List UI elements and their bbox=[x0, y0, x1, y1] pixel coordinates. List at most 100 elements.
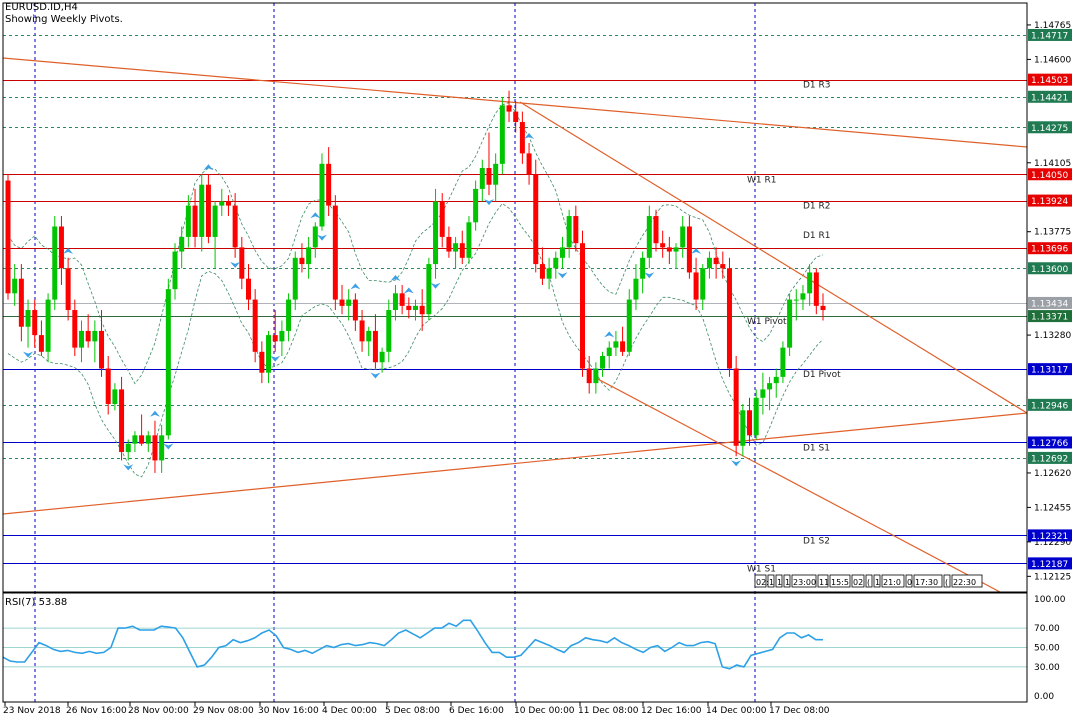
bear-candle bbox=[225, 201, 231, 206]
price-box-label: 1.12187 bbox=[1031, 560, 1068, 570]
bear-candle bbox=[653, 216, 659, 244]
session-box bbox=[829, 574, 851, 588]
price-box-label: 1.14050 bbox=[1031, 171, 1068, 181]
bull-candle bbox=[473, 188, 479, 223]
price-box bbox=[1028, 242, 1072, 255]
rsi-line bbox=[2, 619, 823, 670]
bull-candle bbox=[279, 330, 285, 342]
bull-candle bbox=[165, 289, 171, 436]
bull-candle bbox=[52, 226, 58, 300]
bull-candle bbox=[112, 389, 118, 405]
price-box bbox=[1028, 90, 1072, 103]
down-arrow-icon bbox=[316, 234, 327, 241]
bull-candle bbox=[392, 293, 398, 311]
price-tick-label: 1.12620 bbox=[1034, 469, 1071, 479]
price-box bbox=[1028, 310, 1072, 323]
symbol-title: EURUSD.ID,H4 bbox=[5, 2, 78, 13]
price-box bbox=[1028, 436, 1072, 449]
bear-candle bbox=[352, 299, 358, 321]
bull-candle bbox=[366, 330, 372, 342]
session-box bbox=[754, 574, 767, 588]
bear-candle bbox=[620, 341, 626, 352]
up-arrow-icon bbox=[390, 274, 401, 281]
down-arrow-icon bbox=[644, 272, 655, 279]
session-label: 11 bbox=[819, 578, 829, 587]
bull-candle bbox=[553, 257, 559, 269]
down-arrow-icon bbox=[370, 372, 381, 379]
bull-candle bbox=[753, 397, 759, 436]
candles-layer[interactable] bbox=[5, 90, 826, 473]
bear-candle bbox=[519, 122, 525, 154]
price-box bbox=[1028, 363, 1072, 376]
bull-candle bbox=[600, 355, 606, 369]
bull-candle bbox=[433, 201, 439, 265]
price-box bbox=[1028, 28, 1072, 41]
bull-candle bbox=[45, 299, 51, 352]
bear-candle bbox=[666, 247, 672, 252]
bear-candle bbox=[693, 272, 699, 300]
session-label: 0 bbox=[907, 578, 912, 587]
bull-candle bbox=[793, 299, 799, 301]
price-tick-label: 1.13775 bbox=[1034, 228, 1071, 238]
bear-candle bbox=[245, 278, 251, 300]
bear-candle bbox=[533, 174, 539, 265]
bear-candle bbox=[446, 236, 452, 252]
pivot-label: D1 S2 bbox=[803, 536, 830, 546]
bull-candle bbox=[346, 299, 352, 306]
bull-candle bbox=[546, 268, 552, 279]
down-arrow-icon bbox=[23, 351, 34, 358]
down-arrow-icon bbox=[270, 355, 281, 362]
price-box-label: 1.12766 bbox=[1031, 439, 1068, 449]
bear-candle bbox=[573, 216, 579, 244]
price-box-label: 1.12946 bbox=[1031, 401, 1068, 411]
bear-candle bbox=[38, 335, 44, 352]
bull-candle bbox=[593, 368, 599, 384]
pivot-label: D1 Pivot bbox=[803, 370, 841, 380]
price-box bbox=[1028, 168, 1072, 181]
rsi-label: RSI(7) 53.88 bbox=[5, 597, 68, 608]
session-box bbox=[905, 574, 913, 588]
bear-candle bbox=[5, 180, 11, 294]
bear-candle bbox=[152, 435, 158, 461]
bear-candle bbox=[72, 310, 78, 348]
bull-candle bbox=[493, 163, 499, 185]
bull-candle bbox=[266, 335, 272, 373]
price-box bbox=[1028, 557, 1072, 570]
down-arrow-icon bbox=[483, 199, 494, 206]
up-arrow-icon bbox=[403, 287, 414, 294]
bull-candle bbox=[700, 268, 706, 300]
bull-candle bbox=[780, 347, 786, 377]
bear-candle bbox=[105, 368, 111, 405]
bull-candle bbox=[673, 247, 679, 252]
up-arrow-icon bbox=[149, 410, 160, 417]
price-box bbox=[1028, 194, 1072, 207]
session-box bbox=[775, 574, 783, 588]
bull-candle bbox=[426, 264, 432, 315]
bear-candle bbox=[580, 243, 586, 369]
down-arrow-icon bbox=[430, 282, 441, 289]
time-tick-label: 28 Nov 00:00 bbox=[128, 706, 189, 716]
bear-candle bbox=[85, 330, 91, 342]
down-arrow-icon bbox=[230, 261, 241, 268]
bull-candle bbox=[767, 383, 773, 390]
rsi-panel-frame bbox=[2, 592, 1028, 703]
bull-candle bbox=[306, 247, 312, 265]
bear-candle bbox=[372, 330, 378, 363]
pivot-label: W1 S1 bbox=[747, 564, 776, 574]
bear-candle bbox=[119, 389, 125, 453]
pivot-label: W1 Pivot bbox=[747, 317, 787, 327]
session-label: 02: bbox=[756, 578, 769, 587]
bear-candle bbox=[733, 368, 739, 446]
bull-candle bbox=[286, 299, 292, 331]
session-box bbox=[851, 574, 865, 588]
session-boxes-layer: 02: 1 1 1 23:00 11 15:5 02(1 21:0 0 17:30(22:30 bbox=[754, 574, 983, 588]
price-box-label: 1.12692 bbox=[1031, 454, 1068, 464]
bear-candle bbox=[339, 299, 345, 306]
price-box-label: 1.13117 bbox=[1031, 366, 1068, 376]
bull-candle bbox=[499, 105, 505, 164]
session-label: 02 bbox=[853, 578, 863, 587]
bull-candle bbox=[78, 330, 84, 348]
price-box bbox=[1028, 121, 1072, 134]
